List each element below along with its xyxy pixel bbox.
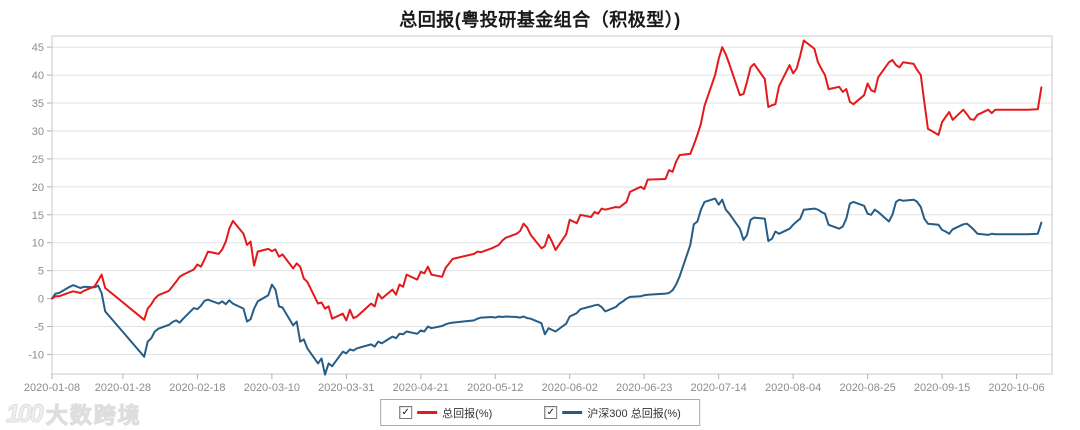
x-tick-label: 2020-03-10 [244, 382, 300, 394]
legend-item-fund-return[interactable]: ✓ 总回报(%) [399, 405, 492, 421]
x-tick-label: 2020-10-06 [988, 382, 1044, 394]
chart-title: 总回报(粤投研基金组合（积极型）) [399, 10, 681, 30]
y-tick-label: 20 [32, 182, 44, 194]
x-tick-label: 2020-08-25 [839, 382, 895, 394]
legend-line-swatch [562, 411, 583, 414]
x-tick-label: 2020-05-12 [467, 382, 523, 394]
x-tick-label: 2020-03-31 [318, 382, 374, 394]
y-tick-label: 30 [32, 126, 44, 138]
y-tick-label: 25 [32, 154, 44, 166]
y-tick-label: 15 [32, 210, 44, 222]
y-tick-label: 35 [32, 98, 44, 110]
watermark-logo: 100 [6, 399, 45, 428]
y-tick-label: 45 [32, 42, 44, 54]
x-tick-label: 2020-09-15 [914, 382, 970, 394]
legend-box: ✓ 总回报(%) ✓ 沪深300 总回报(%) [380, 399, 700, 426]
y-tick-label: -5 [34, 322, 44, 334]
x-tick-label: 2020-04-21 [393, 382, 449, 394]
plot-area-border [51, 35, 1053, 375]
y-tick-label: -10 [28, 349, 44, 361]
watermark-text: 大数跨境 [45, 403, 142, 429]
y-tick-label: 40 [32, 70, 44, 82]
y-tick-label: 10 [32, 238, 44, 250]
x-tick-label: 2020-06-02 [542, 382, 598, 394]
legend-line-swatch [417, 411, 438, 414]
legend-label: 沪深300 总回报(%) [587, 407, 681, 420]
legend-item-csi300-return[interactable]: ✓ 沪深300 总回报(%) [544, 405, 681, 421]
legend-checkbox-icon[interactable]: ✓ [399, 406, 413, 419]
x-tick-label: 2020-02-18 [169, 382, 225, 394]
x-tick-label: 2020-08-04 [765, 382, 821, 394]
watermark: 100 大数跨境 [6, 398, 142, 430]
x-tick-label: 2020-07-14 [691, 382, 747, 394]
fund-total-return-line [51, 39, 1043, 322]
x-tick-label: 2020-01-08 [24, 382, 80, 394]
legend-checkbox-icon[interactable]: ✓ [544, 406, 558, 419]
y-tick-label: 5 [38, 266, 44, 278]
y-tick-label: 0 [38, 294, 44, 306]
x-tick-label: 2020-01-28 [95, 382, 151, 394]
csi300-total-return-line [51, 197, 1043, 376]
x-tick-label: 2020-06-23 [616, 382, 672, 394]
legend-label: 总回报(%) [442, 407, 493, 420]
